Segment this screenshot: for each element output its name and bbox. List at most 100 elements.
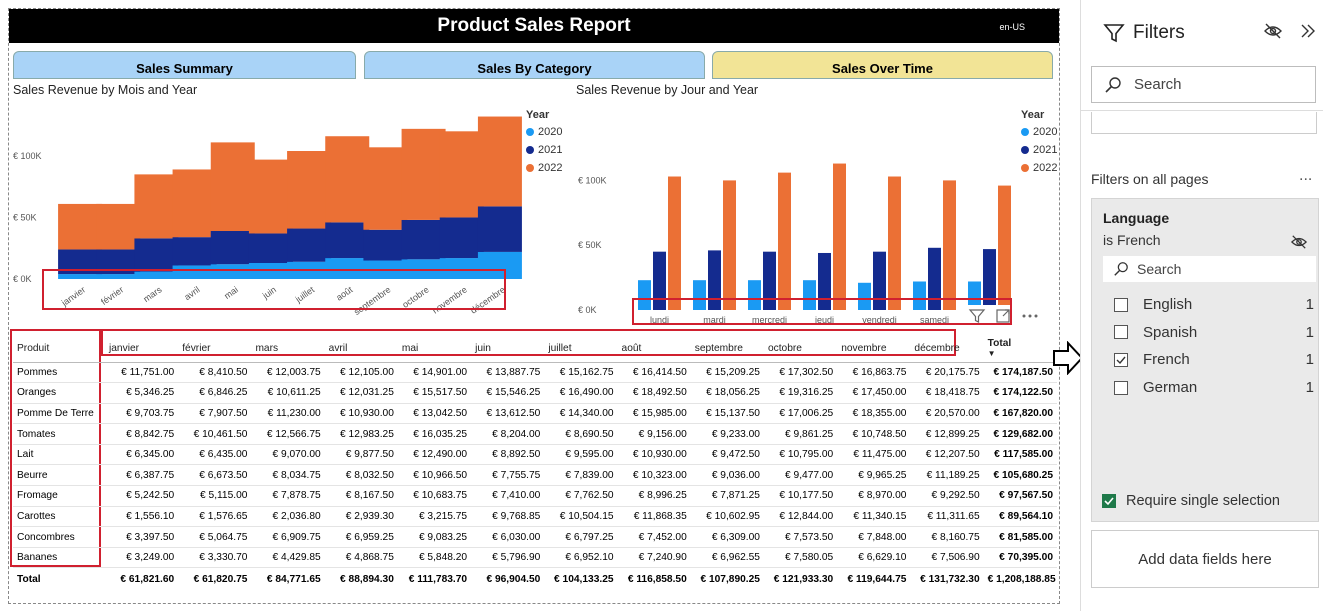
bar-2020-mars[interactable] [134,271,179,279]
table-row[interactable]: Fromage € 5,242.50 € 5,115.00 € 7,878.75 € 8… [13,485,1057,507]
bar-2021-jeudi[interactable] [818,252,831,310]
bar-2020-décembre[interactable] [477,251,522,279]
bar-2020-samedi[interactable] [913,281,926,310]
bar-2022-septembre[interactable] [363,147,408,230]
matrix-column-header[interactable]: avril [324,336,398,363]
bar-2022-avril[interactable] [172,169,217,238]
filter-option-english[interactable]: English 1 [1114,296,1314,313]
focus-mode-icon[interactable] [994,307,1012,325]
require-single-selection-toggle[interactable]: Require single selection [1102,493,1280,509]
matrix-row-header[interactable]: Produit [13,336,105,363]
matrix-column-header[interactable]: octobre [763,336,838,363]
tab-sales-summary[interactable]: Sales Summary [13,51,356,79]
matrix-column-header[interactable]: juillet [544,336,618,363]
checkbox-icon[interactable] [1114,297,1128,312]
bar-2022-samedi[interactable] [943,180,956,310]
more-options-icon[interactable] [1020,307,1040,325]
bar-2020-lundi[interactable] [638,280,651,310]
tab-sales-by-category[interactable]: Sales By Category [364,51,705,79]
bar-2021-lundi[interactable] [653,251,666,310]
matrix-column-header[interactable]: août [617,336,691,363]
bar-2021-mercredi[interactable] [763,251,776,310]
bar-2021-mardi[interactable] [708,250,721,310]
bar-2020-avril[interactable] [172,265,217,279]
bar-2020-novembre[interactable] [439,258,484,279]
bar-2022-décembre[interactable] [477,116,522,207]
matrix-column-header[interactable]: décembre [910,336,984,363]
bar-2022-mardi[interactable] [723,180,736,310]
bar-2022-août[interactable] [325,136,370,223]
table-row[interactable]: Pomme De Terre € 9,703.75 € 7,907.50 € 11,2… [13,403,1057,425]
bar-2022-juillet[interactable] [287,151,332,229]
bar-2021-mars[interactable] [134,238,179,272]
bar-2020-février[interactable] [96,274,141,279]
bar-2022-mai[interactable] [210,142,255,231]
filter-icon[interactable] [968,307,986,325]
table-row[interactable]: Carottes € 1,556.10 € 1,576.65 € 2,036.80 € … [13,506,1057,528]
bar-2020-mardi[interactable] [693,280,706,310]
matrix-column-header[interactable]: mai [397,336,472,363]
bar-2021-vendredi[interactable] [873,251,886,310]
matrix-column-header[interactable]: novembre [837,336,911,363]
table-row[interactable]: Lait € 6,345.00 € 6,435.00 € 9,070.00 € 9,87… [13,444,1057,466]
matrix-total-row[interactable]: Total € 61,821.60 € 61,820.75 € 84,771.65 € … [13,567,1057,590]
filter-option-spanish[interactable]: Spanish 1 [1114,324,1314,341]
bar-2022-janvier[interactable] [58,203,103,250]
bar-2022-dimanche[interactable] [998,185,1011,310]
matrix-column-header[interactable]: Total ▼ [983,336,1057,363]
table-row[interactable]: Oranges € 5,346.25 € 6,846.25 € 10,611.25 € … [13,382,1057,404]
table-row[interactable]: Tomates € 8,842.75 € 10,461.50 € 12,566.75 €… [13,423,1057,445]
bar-2020-août[interactable] [325,258,370,279]
bar-2022-jeudi[interactable] [833,163,846,310]
checkbox-icon[interactable] [1114,325,1128,340]
filters-search-input[interactable]: Search [1091,66,1316,103]
bar-2020-dimanche[interactable] [968,281,981,310]
bar-2021-juillet[interactable] [287,228,332,262]
bar-2021-mai[interactable] [210,231,255,265]
checkbox-checked-icon[interactable] [1114,352,1128,367]
bar-2022-février[interactable] [96,203,141,250]
bar-2020-jeudi[interactable] [803,280,816,310]
filter-card-language[interactable]: Language is French Search English 1 Spanis… [1091,198,1319,522]
table-row[interactable]: Pommes € 11,751.00 € 8,410.50 € 12,003.75 € … [13,362,1057,384]
tab-sales-over-time[interactable]: Sales Over Time [712,51,1053,79]
bar-2022-novembre[interactable] [439,131,484,218]
bar-2021-novembre[interactable] [439,217,484,259]
bar-2021-dimanche[interactable] [983,249,996,310]
filter-option-german[interactable]: German 1 [1114,379,1314,396]
collapse-pane-icon[interactable] [1299,22,1317,40]
matrix-column-header[interactable]: septembre [690,336,764,363]
table-row[interactable]: Beurre € 6,387.75 € 6,673.50 € 8,034.75 € 8,… [13,464,1057,487]
table-row[interactable]: Concombres € 3,397.50 € 5,064.75 € 6,909.75… [13,526,1057,548]
matrix-column-header[interactable]: juin [471,336,545,363]
sales-matrix[interactable]: Produit janvier février mars avril mai juin jui… [13,336,1057,590]
filter-card-search-input[interactable]: Search [1103,256,1316,282]
bar-2022-mars[interactable] [134,174,179,239]
chart-revenue-by-weekday[interactable]: Sales Revenue by Jour and Year Year 2020… [572,81,1059,331]
bar-2021-décembre[interactable] [477,206,522,252]
eye-hidden-icon[interactable] [1263,22,1283,40]
matrix-column-header[interactable]: mars [251,336,325,363]
bar-2021-septembre[interactable] [363,229,408,261]
add-data-fields-dropzone[interactable]: Add data fields here [1091,530,1319,588]
table-row[interactable]: Bananes € 3,249.00 € 3,330.70 € 4,429.85 € 4… [13,547,1057,569]
bar-2021-avril[interactable] [172,237,217,266]
bar-2021-samedi[interactable] [928,247,941,310]
bar-2021-août[interactable] [325,222,370,259]
checkbox-icon[interactable] [1114,380,1128,395]
matrix-column-header[interactable]: janvier [105,336,179,363]
bar-2020-vendredi[interactable] [858,282,871,310]
bar-2022-lundi[interactable] [668,176,681,310]
bar-2021-juin[interactable] [248,233,293,263]
bar-2022-octobre[interactable] [401,128,446,220]
bar-2020-juin[interactable] [248,263,293,279]
bar-2020-mercredi[interactable] [748,280,761,310]
bar-2020-mai[interactable] [210,264,255,279]
more-options-button[interactable]: ... [1299,167,1313,184]
bar-2022-juin[interactable] [248,159,293,234]
eye-hidden-icon[interactable] [1290,234,1308,250]
bar-2022-vendredi[interactable] [888,176,901,310]
bar-2022-mercredi[interactable] [778,172,791,310]
matrix-column-header[interactable]: février [178,336,252,363]
bar-2021-octobre[interactable] [401,219,446,260]
